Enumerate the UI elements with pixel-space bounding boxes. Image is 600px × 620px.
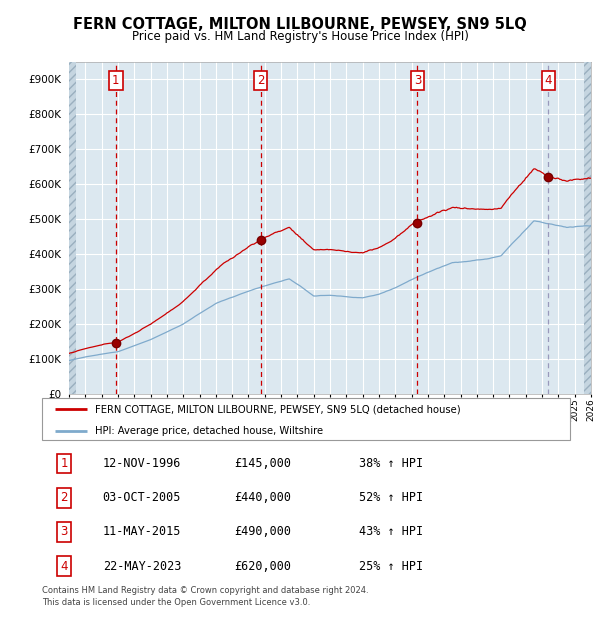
Bar — [584, 62, 591, 394]
Text: Price paid vs. HM Land Registry's House Price Index (HPI): Price paid vs. HM Land Registry's House … — [131, 30, 469, 43]
Text: 22-MAY-2023: 22-MAY-2023 — [103, 560, 181, 572]
Text: 3: 3 — [414, 74, 421, 87]
Text: HPI: Average price, detached house, Wiltshire: HPI: Average price, detached house, Wilt… — [95, 426, 323, 436]
Text: 11-MAY-2015: 11-MAY-2015 — [103, 525, 181, 538]
Text: FERN COTTAGE, MILTON LILBOURNE, PEWSEY, SN9 5LQ (detached house): FERN COTTAGE, MILTON LILBOURNE, PEWSEY, … — [95, 404, 460, 414]
FancyBboxPatch shape — [42, 398, 570, 440]
Text: 2: 2 — [257, 74, 265, 87]
Text: FERN COTTAGE, MILTON LILBOURNE, PEWSEY, SN9 5LQ: FERN COTTAGE, MILTON LILBOURNE, PEWSEY, … — [73, 17, 527, 32]
Text: 3: 3 — [61, 525, 68, 538]
Text: 1: 1 — [61, 457, 68, 470]
Text: 25% ↑ HPI: 25% ↑ HPI — [359, 560, 423, 572]
Text: 38% ↑ HPI: 38% ↑ HPI — [359, 457, 423, 470]
Text: 4: 4 — [545, 74, 552, 87]
Text: £440,000: £440,000 — [235, 491, 292, 504]
Text: 2: 2 — [61, 491, 68, 504]
Text: £620,000: £620,000 — [235, 560, 292, 572]
Text: 1: 1 — [112, 74, 119, 87]
Text: 4: 4 — [61, 560, 68, 572]
Text: 52% ↑ HPI: 52% ↑ HPI — [359, 491, 423, 504]
Text: 12-NOV-1996: 12-NOV-1996 — [103, 457, 181, 470]
Text: £490,000: £490,000 — [235, 525, 292, 538]
Text: Contains HM Land Registry data © Crown copyright and database right 2024.
This d: Contains HM Land Registry data © Crown c… — [42, 586, 368, 607]
Text: £145,000: £145,000 — [235, 457, 292, 470]
Text: 03-OCT-2005: 03-OCT-2005 — [103, 491, 181, 504]
Bar — [69, 62, 76, 394]
Text: 43% ↑ HPI: 43% ↑ HPI — [359, 525, 423, 538]
